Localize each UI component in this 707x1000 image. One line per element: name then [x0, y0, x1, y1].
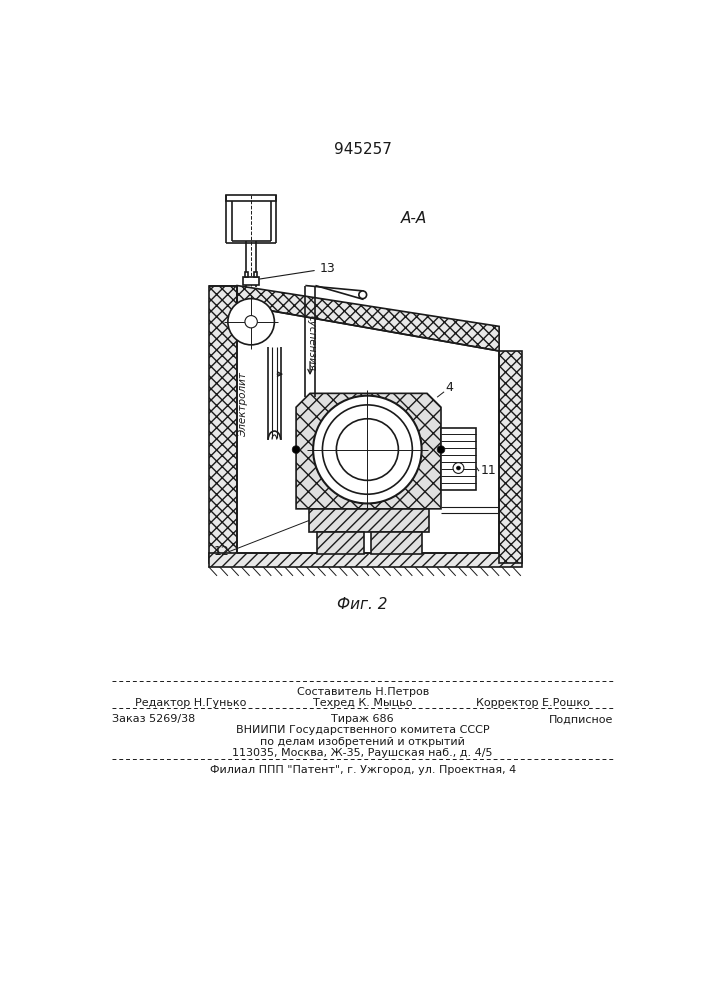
- Text: Подписное: Подписное: [549, 714, 613, 724]
- Text: ВНИИПИ Государственного комитета СССР: ВНИИПИ Государственного комитета СССР: [236, 725, 489, 735]
- Text: Заказ 5269/38: Заказ 5269/38: [112, 714, 195, 724]
- Polygon shape: [499, 351, 522, 563]
- Circle shape: [313, 396, 421, 503]
- Polygon shape: [209, 553, 522, 567]
- Polygon shape: [309, 509, 429, 532]
- Circle shape: [337, 419, 398, 480]
- Circle shape: [359, 291, 367, 299]
- Circle shape: [228, 299, 274, 345]
- Text: 113035, Москва, Ж-35, Раушская наб., д. 4/5: 113035, Москва, Ж-35, Раушская наб., д. …: [233, 748, 493, 758]
- Bar: [441, 428, 476, 490]
- Text: Редактор Н.Гунько: Редактор Н.Гунько: [135, 698, 246, 708]
- Text: суспензия: суспензия: [307, 315, 317, 371]
- Polygon shape: [226, 195, 276, 201]
- Text: 12: 12: [214, 545, 230, 558]
- Bar: [255, 272, 257, 277]
- Circle shape: [453, 463, 464, 473]
- Circle shape: [322, 405, 412, 494]
- Bar: [243, 277, 259, 285]
- Text: 13: 13: [320, 262, 335, 275]
- Text: Техред К. Мыцьо: Техред К. Мыцьо: [313, 698, 412, 708]
- Text: Филиал ППП "Патент", г. Ужгород, ул. Проектная, 4: Филиал ППП "Патент", г. Ужгород, ул. Про…: [209, 765, 516, 775]
- Bar: [245, 272, 248, 277]
- Text: Тираж 686: Тираж 686: [332, 714, 394, 724]
- Circle shape: [457, 466, 460, 470]
- Text: по делам изобретений и открытий: по делам изобретений и открытий: [260, 737, 465, 747]
- Text: 4: 4: [445, 381, 452, 394]
- Text: 945257: 945257: [334, 142, 392, 157]
- Text: Электролит: Электролит: [238, 372, 248, 437]
- Circle shape: [437, 446, 445, 453]
- Circle shape: [245, 316, 257, 328]
- Text: Фиг. 2: Фиг. 2: [337, 597, 388, 612]
- Circle shape: [292, 446, 300, 453]
- Text: Корректор Е.Рошко: Корректор Е.Рошко: [476, 698, 590, 708]
- Polygon shape: [371, 532, 421, 554]
- Polygon shape: [296, 393, 441, 509]
- Text: 11: 11: [481, 464, 496, 477]
- Polygon shape: [317, 532, 363, 554]
- Polygon shape: [237, 286, 499, 351]
- Text: А-А: А-А: [401, 211, 427, 226]
- Polygon shape: [209, 286, 237, 563]
- Text: Составитель Н.Петров: Составитель Н.Петров: [297, 687, 429, 697]
